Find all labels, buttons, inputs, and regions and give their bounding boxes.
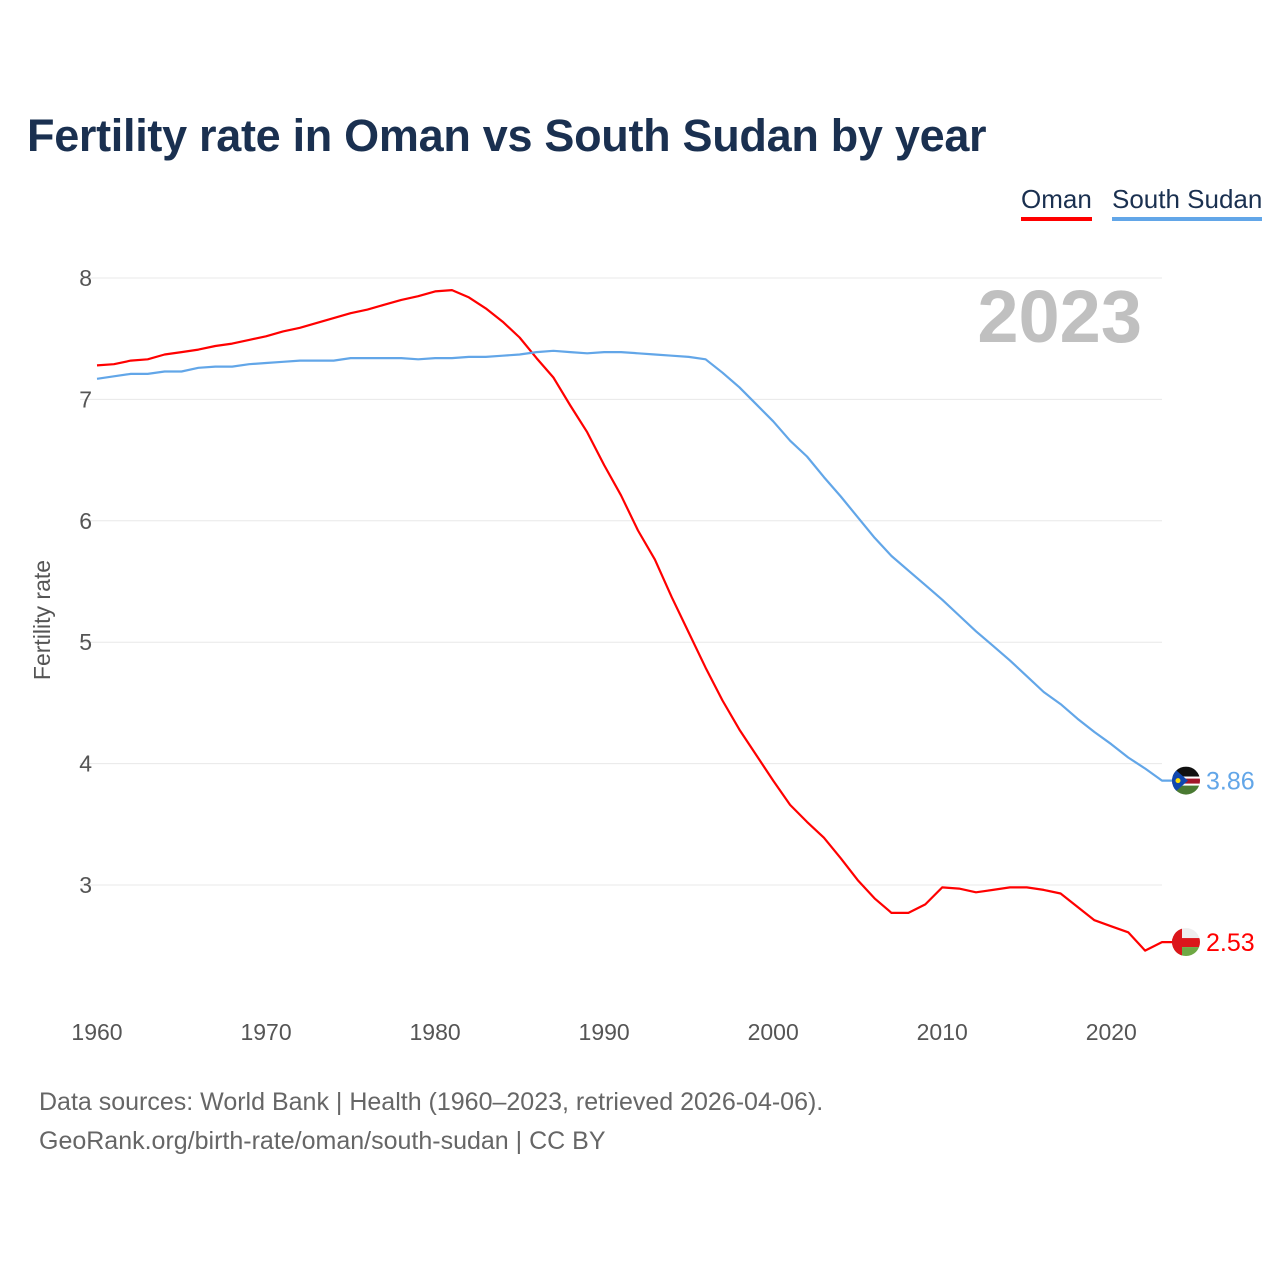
flag-stripe [1172,928,1182,957]
y-tick-label: 6 [79,508,92,534]
flag-stripe [1172,947,1200,957]
chart-title: Fertility rate in Oman vs South Sudan by… [27,110,987,161]
y-tick-label: 8 [79,265,92,291]
legend-south-sudan[interactable]: South Sudan [1112,184,1263,221]
flag [1172,766,1200,795]
flag-stripe [1172,928,1200,939]
x-tick-label: 1990 [579,1019,630,1045]
south-sudan-flag-icon [1172,766,1200,795]
y-axis-label: Fertility rate [29,560,55,680]
footer-link[interactable]: GeoRank.org/birth-rate/oman/south-sudan … [39,1127,606,1155]
flag-stripe [1172,938,1200,948]
flag [1172,928,1200,957]
end-value-label: 3.86 [1206,768,1255,796]
series-line-oman [96,289,1176,952]
footer-sources: Data sources: World Bank | Health (1960–… [39,1088,824,1116]
y-tick-label: 5 [79,629,92,655]
flag-star [1175,778,1181,784]
y-tick-label: 7 [79,386,92,412]
year-label: 2023 [977,275,1142,358]
x-tick-label: 1980 [410,1019,461,1045]
x-tick-label: 2000 [748,1019,799,1045]
x-tick-label: 2010 [917,1019,968,1045]
series-line-south-sudan [96,349,1176,782]
end-value-label: 2.53 [1206,929,1255,957]
x-tick-label: 1970 [240,1019,291,1045]
x-tick-label: 1960 [71,1019,122,1045]
x-tick-label: 2020 [1086,1019,1137,1045]
flag-stripe [1172,785,1200,795]
flag-stripe [1172,766,1200,777]
y-tick-label: 4 [79,751,92,777]
oman-flag-icon [1172,928,1200,957]
legend-oman[interactable]: Oman [1021,184,1092,221]
y-tick-label: 3 [79,872,92,898]
